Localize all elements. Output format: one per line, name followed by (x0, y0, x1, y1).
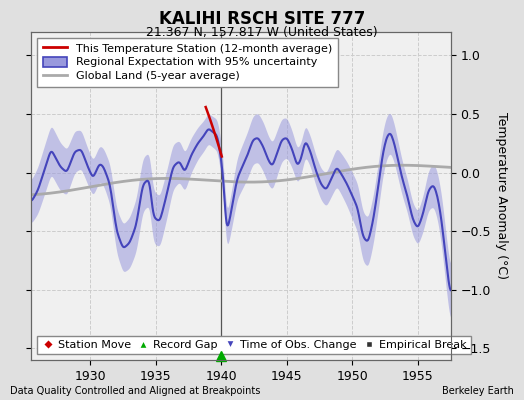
Text: 21.367 N, 157.817 W (United States): 21.367 N, 157.817 W (United States) (146, 26, 378, 39)
Text: Berkeley Earth: Berkeley Earth (442, 386, 514, 396)
Text: KALIHI RSCH SITE 777: KALIHI RSCH SITE 777 (159, 10, 365, 28)
Legend: Station Move, Record Gap, Time of Obs. Change, Empirical Break: Station Move, Record Gap, Time of Obs. C… (37, 336, 471, 354)
Y-axis label: Temperature Anomaly (°C): Temperature Anomaly (°C) (495, 112, 508, 280)
Text: Data Quality Controlled and Aligned at Breakpoints: Data Quality Controlled and Aligned at B… (10, 386, 261, 396)
